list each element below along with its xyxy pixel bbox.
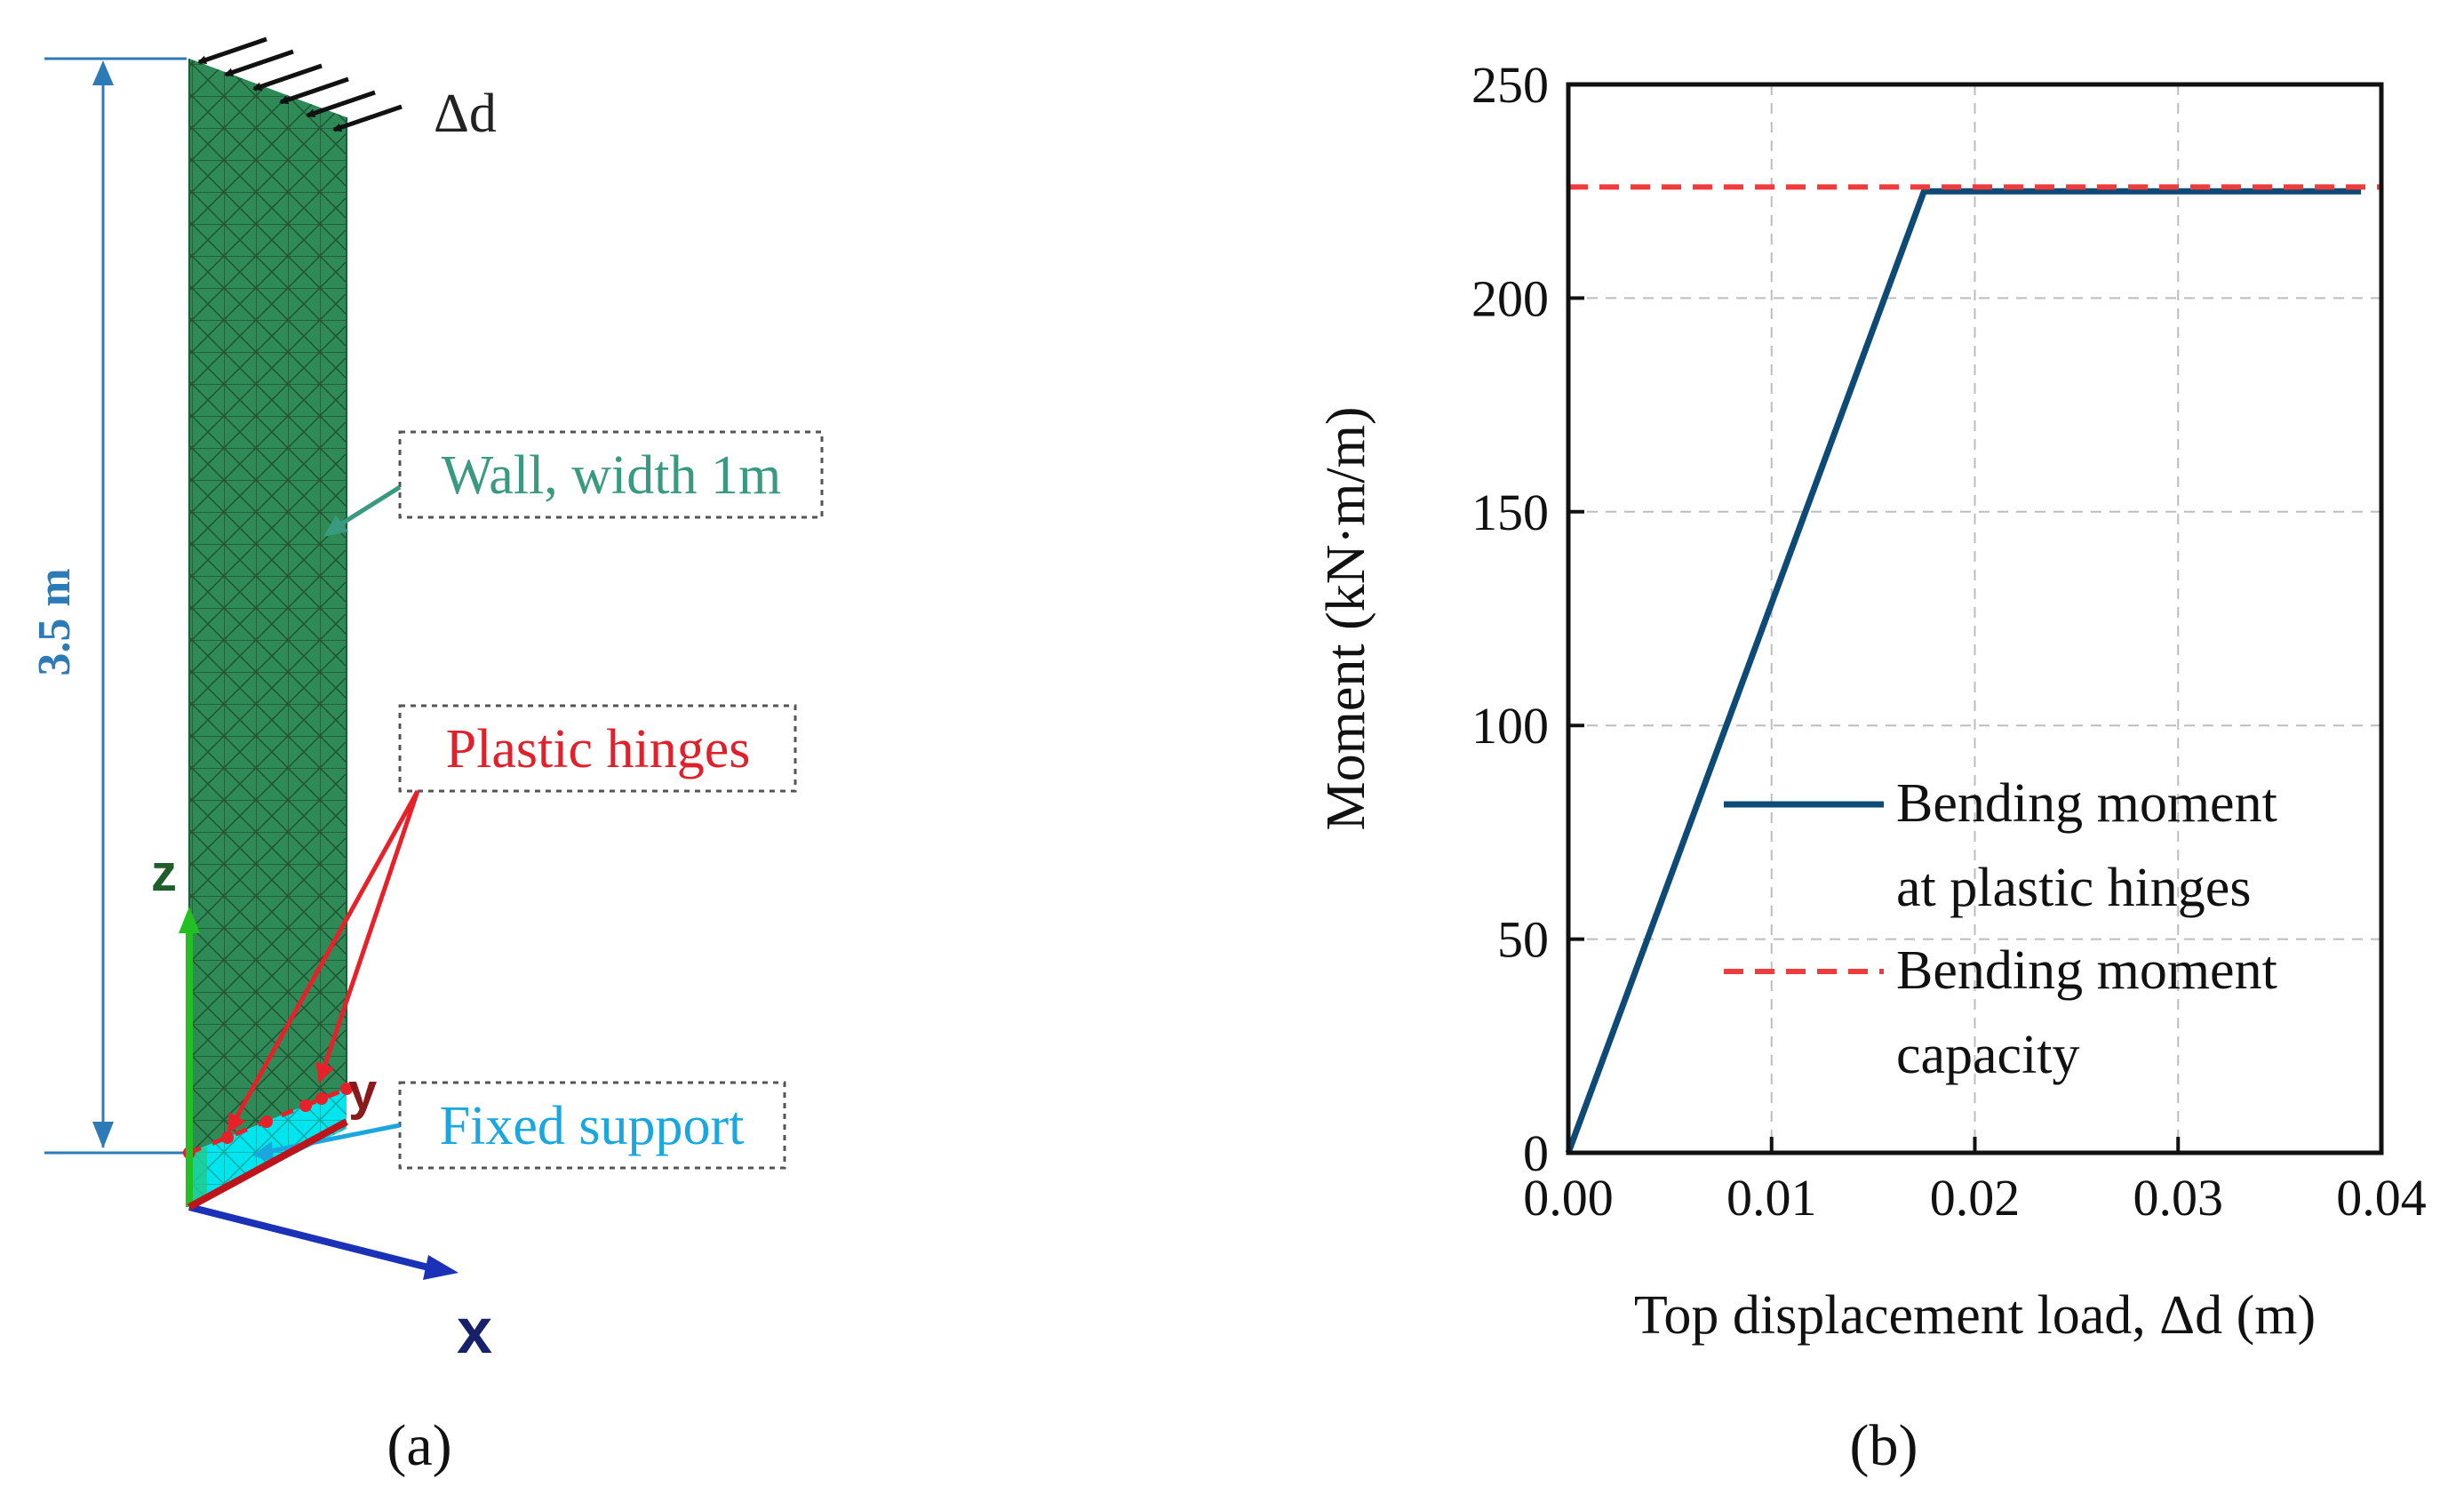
x-tick-label: 0.01 — [1726, 1169, 1817, 1227]
wall-label: Wall, width 1m — [442, 445, 781, 506]
panel-a-caption: (a) — [387, 1413, 451, 1478]
y-tick-label: 150 — [1471, 484, 1549, 541]
load-label: Δd — [434, 84, 497, 144]
y-tick-label: 0 — [1523, 1124, 1549, 1182]
legend-entry-text: at plastic hinges — [1896, 858, 2251, 918]
x-tick-label: 0.00 — [1523, 1169, 1614, 1227]
wall-mesh — [188, 59, 347, 1153]
x-tick-label: 0.02 — [1930, 1169, 2021, 1227]
y-tick-label: 50 — [1497, 911, 1549, 969]
panel-a-wall-model: 3.5 m Δd Wall, width 1m — [29, 36, 824, 1478]
hinges-label: Plastic hinges — [446, 719, 751, 779]
x-tick-label: 0.04 — [2336, 1169, 2427, 1227]
x-axis-label: Top displacement load, Δd (m) — [1634, 1285, 2316, 1346]
load-arrows — [197, 36, 403, 132]
legend-entry-text: Bending moment — [1896, 940, 2277, 1001]
support-label: Fixed support — [440, 1096, 745, 1156]
y-axis-label: Moment (kN·m/m) — [1316, 407, 1376, 831]
wall-annotation: Wall, width 1m — [323, 430, 824, 537]
chart-series — [1565, 184, 2381, 1155]
axis-y-label: y — [348, 1063, 377, 1121]
y-tick-label: 200 — [1471, 269, 1549, 327]
legend-entry-text: capacity — [1896, 1025, 2080, 1085]
series-bending-moment-line — [1565, 188, 2362, 1155]
axis-z-label: z — [151, 844, 177, 902]
chart-ticks — [1567, 83, 2383, 1155]
panel-b-caption: (b) — [1850, 1413, 1918, 1478]
support-annotation: Fixed support — [252, 1081, 786, 1170]
height-label: 3.5 m — [29, 568, 80, 676]
chart-grid — [1568, 84, 2381, 1153]
axis-x-label: x — [457, 1296, 492, 1367]
panel-b-moment-chart: 0.00 0.01 0.02 0.03 0.04 0 50 100 150 200 250 Top … — [1316, 56, 2427, 1478]
x-tick-label: 0.03 — [2133, 1169, 2224, 1227]
chart-tick-labels: 0.00 0.01 0.02 0.03 0.04 0 50 100 150 200 250 — [1471, 56, 2427, 1227]
height-dimension: 3.5 m — [29, 57, 187, 1155]
hinges-annotation: Plastic hinges — [227, 704, 797, 1134]
y-tick-label: 250 — [1471, 56, 1549, 114]
legend-entry-text: Bending moment — [1896, 773, 2277, 834]
y-tick-label: 100 — [1471, 697, 1549, 755]
chart-legend: Bending moment at plastic hinges Bending m… — [1724, 773, 2277, 1085]
coordinate-axes: z y x — [151, 844, 492, 1367]
